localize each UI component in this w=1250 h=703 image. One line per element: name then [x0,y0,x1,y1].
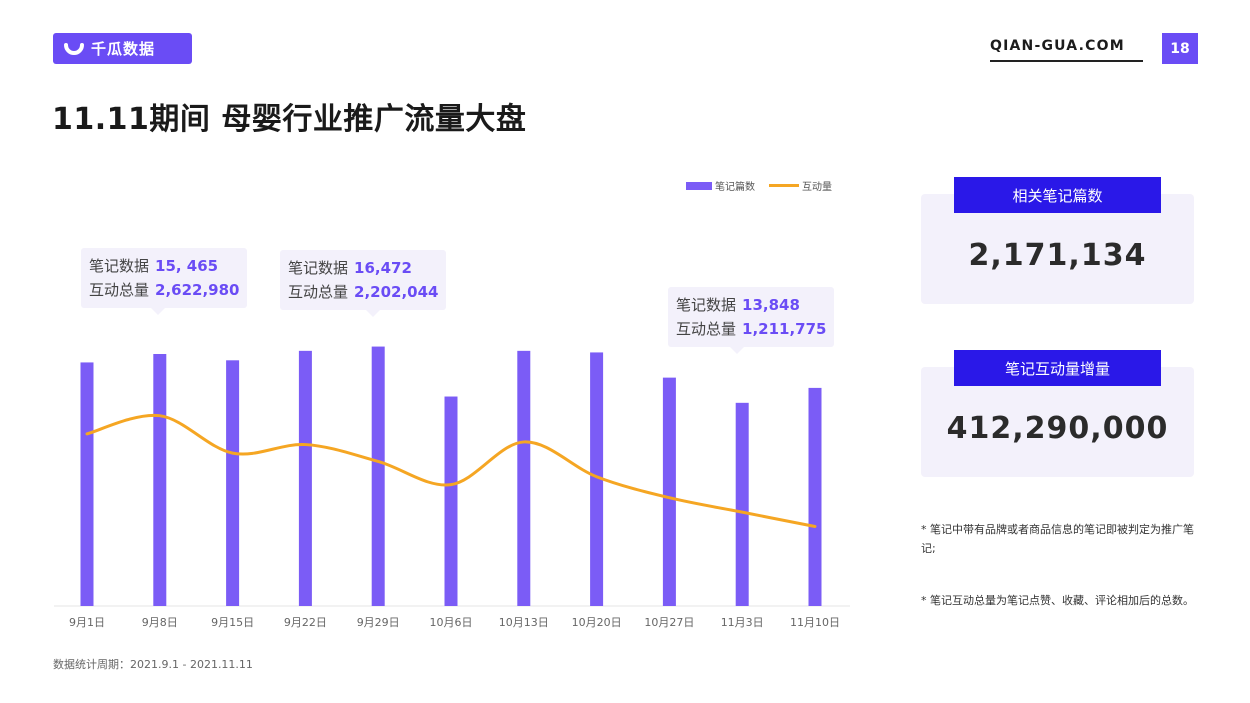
x-tick-label: 9月8日 [142,616,178,629]
page-number: 18 [1162,33,1198,64]
tooltip-sep-1: 笔记数据 15, 465 互动总量 2,622,980 [81,248,248,315]
tooltip-label: 互动总量 [676,320,737,338]
tooltip-value: 2,202,044 [354,283,439,301]
page-title: 11.11期间 母婴行业推广流量大盘 [52,102,527,137]
x-tick-label: 10月6日 [430,616,473,629]
bar-3 [226,360,240,606]
site-url[interactable]: QIAN-GUA.COM [990,38,1143,62]
note-interaction-definition: * 笔记互动总量为笔记点赞、收藏、评论相加后的总数。 [921,594,1194,607]
card-title: 笔记互动量增量 [954,350,1161,386]
tooltip-value: 2,622,980 [155,281,240,299]
card-title: 相关笔记篇数 [954,177,1161,213]
card-note-count: 相关笔记篇数 2,171,134 [921,177,1194,304]
tooltip-label: 笔记数据 [89,257,150,275]
x-tick-label: 10月27日 [644,616,694,629]
legend-swatch-line [769,184,799,187]
x-tick-label: 10月20日 [572,616,622,629]
tooltip-value: 16,472 [354,259,412,277]
x-tick-label: 9月29日 [357,616,400,629]
bar-9 [662,377,676,606]
x-tick-label: 9月22日 [284,616,327,629]
tooltip-value: 15, 465 [155,257,219,275]
logo-text: 千瓜数据 [91,40,156,58]
tooltip-label: 笔记数据 [288,259,349,277]
traffic-chart: 9月1日 9月8日 9月15日 9月22日 9月29日 10月6日 10月13日 10月20日… [54,346,850,629]
bar-5 [371,346,385,606]
chart-legend: 笔记篇数 互动量 [686,178,832,193]
tooltip-nov-10: 笔记数据 13,848 互动总量 1,211,775 [668,287,835,354]
tooltip-value: 13,848 [742,296,800,314]
bar-1 [80,362,94,606]
bar-8 [590,352,604,606]
x-tick-label: 10月13日 [499,616,549,629]
bar-2 [153,354,167,606]
bar-11 [808,387,822,606]
interaction-trend-line [85,413,817,528]
tooltip-value: 1,211,775 [742,320,827,338]
x-tick-label: 9月15日 [211,616,254,629]
x-tick-label: 11月10日 [790,616,840,629]
tooltip-label: 互动总量 [288,283,349,301]
legend-label-bars: 笔记篇数 [715,182,755,193]
brand-logo: 千瓜数据 [53,33,192,64]
data-period: 数据统计周期：2021.9.1 - 2021.11.11 [53,658,253,671]
bar-6 [444,396,458,606]
tooltip-sep-29: 笔记数据 16,472 互动总量 2,202,044 [280,250,447,317]
bar-10 [735,402,749,606]
card-value: 412,290,000 [946,411,1169,446]
tooltip-label: 互动总量 [89,281,150,299]
x-tick-label: 9月1日 [69,616,105,629]
bar-7 [517,350,531,606]
legend-item-bars: 笔记篇数 [686,178,755,193]
note-promo-definition: * 笔记中带有品牌或者商品信息的笔记即被判定为推广笔记; [921,523,1194,555]
x-tick-label: 11月3日 [721,616,764,629]
smile-icon [64,42,84,55]
legend-label-line: 互动量 [802,182,832,193]
bar-4 [298,350,312,606]
legend-swatch-bars [686,181,712,190]
tooltip-label: 笔记数据 [676,296,737,314]
card-interaction-increase: 笔记互动量增量 412,290,000 [921,350,1194,477]
card-value: 2,171,134 [968,238,1147,273]
legend-item-line: 互动量 [769,178,832,193]
